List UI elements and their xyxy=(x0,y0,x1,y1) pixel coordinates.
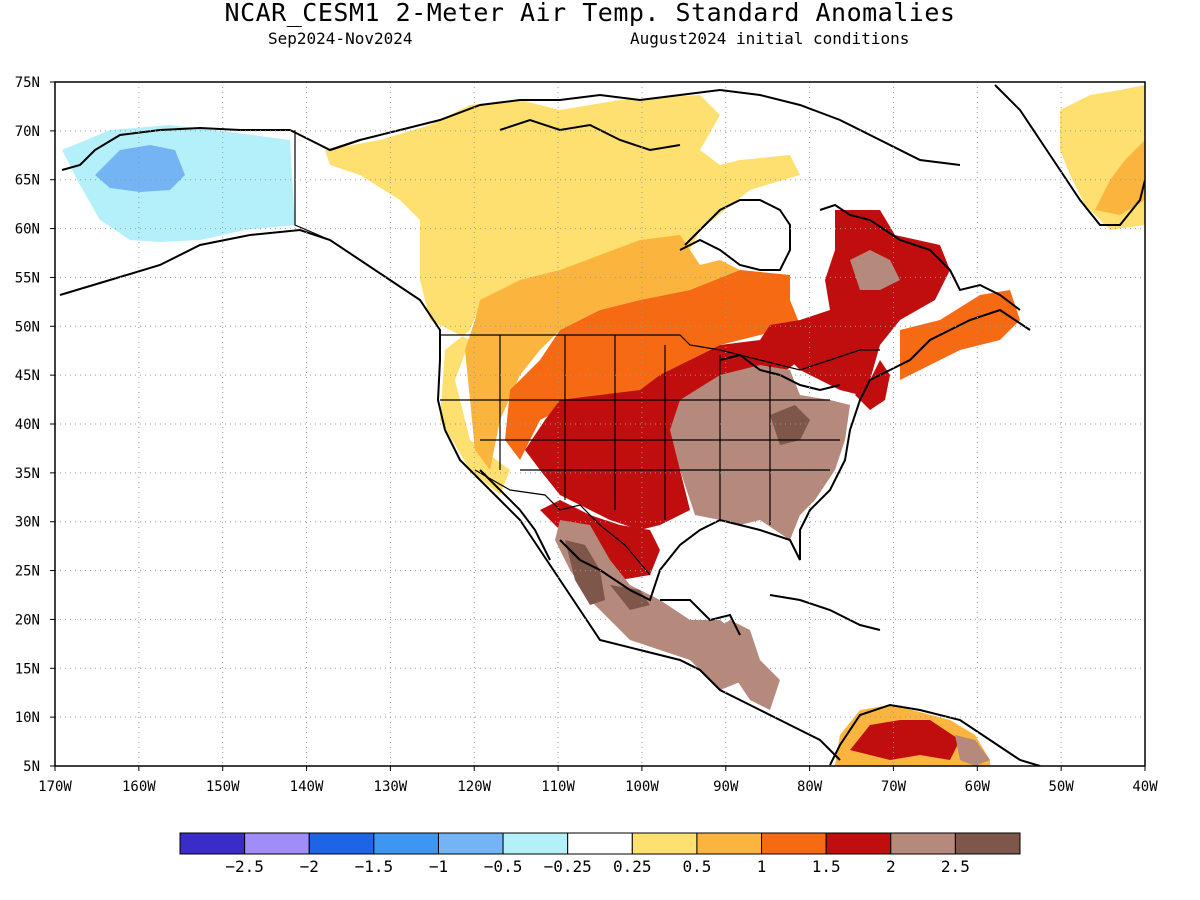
colorbar-label: 2.5 xyxy=(941,857,970,876)
colorbar-swatch xyxy=(373,832,439,855)
colorbar-label: 0.25 xyxy=(613,857,652,876)
colorbar-label: −1 xyxy=(429,857,448,876)
lon-label: 50W xyxy=(1049,779,1075,795)
lon-label: 100W xyxy=(625,779,659,795)
coastline-cuba xyxy=(769,594,881,631)
lat-label: 35N xyxy=(15,466,40,482)
lat-label: 50N xyxy=(15,319,40,335)
lat-label: 70N xyxy=(15,124,40,140)
anomaly-region-red-newengland xyxy=(855,360,890,410)
colorbar-label: −2.5 xyxy=(225,857,264,876)
lat-label: 75N xyxy=(15,75,40,91)
longitude-labels: 170W 160W 150W 140W 130W 120W 110W 100W 90W 80W 70… xyxy=(38,766,1158,795)
colorbar-swatch xyxy=(567,832,633,855)
lon-label: 80W xyxy=(797,779,823,795)
anomaly-region-brown-quebec xyxy=(850,250,900,290)
lat-label: 20N xyxy=(15,612,40,628)
colorbar-swatch xyxy=(696,832,763,855)
coastline-islands xyxy=(499,118,681,152)
border-us-canada xyxy=(440,334,880,371)
coastline-greenland xyxy=(994,84,1145,226)
lon-label: 170W xyxy=(38,779,72,795)
colorbar-swatch xyxy=(761,832,827,855)
lon-label: 120W xyxy=(457,779,491,795)
anomaly-region-brown-southeast xyxy=(670,365,850,540)
colorbar-swatch xyxy=(244,832,310,855)
anomaly-region-darkbrown-yucatan xyxy=(610,585,650,610)
coastline-alaska xyxy=(61,126,361,171)
colorbar-swatch xyxy=(631,832,698,855)
lon-label: 150W xyxy=(206,779,240,795)
anomaly-region-red-mexico xyxy=(540,500,660,580)
colorbar-label: 1.5 xyxy=(812,857,841,876)
forecast-period: Sep2024-Nov2024 xyxy=(268,29,413,48)
lat-label: 65N xyxy=(15,173,40,189)
colorbar: −2.5 −2 −1.5 −1 −0.5 −0.25 0.25 0.5 1 1.5 2 2.5 xyxy=(179,832,1021,876)
coastline-hudson xyxy=(679,199,791,271)
anomaly-region-red-quebec xyxy=(760,210,950,395)
graticule xyxy=(55,82,1145,766)
lon-label: 60W xyxy=(965,779,991,795)
colorbar-label: 1 xyxy=(757,857,767,876)
coastline-south-america xyxy=(829,703,1041,766)
coastline-baja xyxy=(479,469,551,561)
colorbar-swatch xyxy=(825,832,892,855)
border-alaska-canada xyxy=(294,130,331,241)
lon-label: 90W xyxy=(713,779,739,795)
colorbar-label: −2 xyxy=(300,857,319,876)
colorbar-swatch xyxy=(437,832,504,855)
colorbar-swatch xyxy=(954,832,1021,855)
anomaly-region-alaska-core xyxy=(95,145,185,192)
initial-conditions: August2024 initial conditions xyxy=(630,29,910,48)
lat-label: 45N xyxy=(15,368,40,384)
colorbar-label: −0.5 xyxy=(484,857,523,876)
coastlines xyxy=(59,84,1145,766)
lon-label: 130W xyxy=(374,779,408,795)
lon-label: 40W xyxy=(1132,779,1158,795)
lat-label: 55N xyxy=(15,270,40,286)
lon-label: 140W xyxy=(290,779,324,795)
anomaly-region-south-america-red xyxy=(850,720,960,760)
coastline-gulf xyxy=(559,308,1031,602)
colorbar-label: −1.5 xyxy=(355,857,394,876)
lat-label: 5N xyxy=(23,759,40,775)
colorbar-swatch xyxy=(502,832,569,855)
colorbar-swatch xyxy=(179,832,246,855)
colorbar-swatch xyxy=(308,832,375,855)
colorbar-swatch xyxy=(890,832,956,855)
political-borders xyxy=(294,130,880,576)
map-title: NCAR_CESM1 2-Meter Air Temp. Standard An… xyxy=(224,0,956,27)
lat-label: 25N xyxy=(15,564,40,580)
anomaly-region-darkbrown-appalachia xyxy=(770,405,810,445)
anomaly-region-brown-central-america xyxy=(700,620,780,710)
coastline-west xyxy=(59,228,841,761)
coastline-yucatan xyxy=(660,599,741,636)
anomaly-region-greenland-east xyxy=(1095,140,1145,215)
lon-label: 70W xyxy=(881,779,907,795)
lat-label: 60N xyxy=(15,222,40,238)
latitude-labels: 5N 10N 15N 20N 25N 30N 35N 40N 45N 50N 55N 60N 65N 70… xyxy=(15,75,55,775)
coastline-labrador xyxy=(819,203,1021,311)
anomaly-region-south-america-brown xyxy=(955,735,990,766)
border-us-mexico xyxy=(474,469,651,576)
lat-label: 40N xyxy=(15,417,40,433)
colorbar-label: 0.5 xyxy=(682,857,711,876)
colorbar-label: −0.25 xyxy=(544,857,592,876)
lon-label: 110W xyxy=(541,779,575,795)
anomaly-region-canada-yellow xyxy=(325,95,800,495)
lon-label: 160W xyxy=(122,779,156,795)
anomaly-region-alaska xyxy=(62,125,295,242)
lat-label: 15N xyxy=(15,661,40,677)
lat-label: 10N xyxy=(15,710,40,726)
colorbar-label: 2 xyxy=(886,857,896,876)
lat-label: 30N xyxy=(15,515,40,531)
anomaly-shading xyxy=(62,85,1145,766)
coastline-arctic xyxy=(329,88,961,166)
